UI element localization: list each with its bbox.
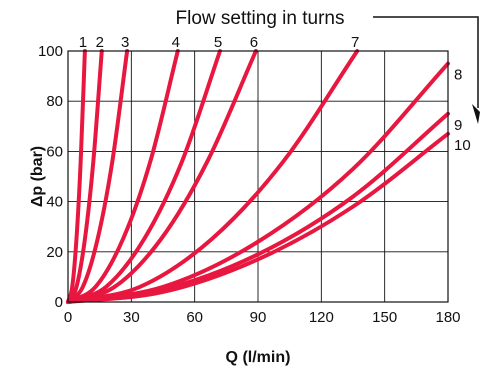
curve-label-3: 3 [121, 34, 129, 51]
x-tick-labels: 0 30 60 90 120 150 180 [64, 309, 461, 326]
y-tick-label: 20 [46, 244, 63, 261]
y-tick-labels: 0 20 40 60 80 100 [38, 43, 63, 311]
grid [68, 51, 448, 302]
curve-label-7: 7 [351, 34, 359, 51]
y-tick-label: 80 [46, 93, 63, 110]
plot-frame [67, 50, 449, 303]
curve-4 [66, 49, 180, 304]
curve-1 [66, 49, 87, 304]
curve-7 [66, 49, 360, 304]
curve-6 [66, 49, 258, 304]
curve-label-10: 10 [454, 137, 471, 154]
curve-3 [66, 49, 130, 304]
x-tick-label: 30 [123, 309, 140, 326]
curve-label-9: 9 [454, 117, 462, 134]
x-tick-label: 150 [372, 309, 397, 326]
x-tick-label: 0 [64, 309, 72, 326]
x-tick-label: 90 [250, 309, 267, 326]
curve-label-2: 2 [96, 34, 104, 51]
flow-setting-annotation: Flow setting in turns [176, 8, 345, 29]
annotation-arrow [373, 16, 479, 108]
y-axis-label: Δp (bar) [29, 146, 46, 207]
x-tick-label: 120 [309, 309, 334, 326]
curve-2 [66, 49, 104, 304]
curve-label-6: 6 [250, 34, 258, 51]
x-axis-label: Q (l/min) [226, 349, 291, 366]
curve-label-5: 5 [214, 34, 222, 51]
annotation-arrowhead [472, 104, 478, 124]
curve-10 [66, 131, 450, 304]
x-tick-label: 60 [186, 309, 203, 326]
y-tick-label: 100 [38, 43, 63, 60]
curve-5 [66, 49, 222, 304]
curve-label-4: 4 [172, 34, 180, 51]
y-tick-label: 40 [46, 194, 63, 211]
curves [66, 49, 450, 304]
y-tick-label: 60 [46, 143, 63, 160]
y-tick-label: 0 [55, 294, 63, 311]
curve-labels: 1 2 3 4 5 6 7 8 9 10 [79, 34, 471, 154]
curve-label-8: 8 [454, 67, 462, 84]
x-tick-label: 180 [435, 309, 460, 326]
curve-label-1: 1 [79, 34, 87, 51]
